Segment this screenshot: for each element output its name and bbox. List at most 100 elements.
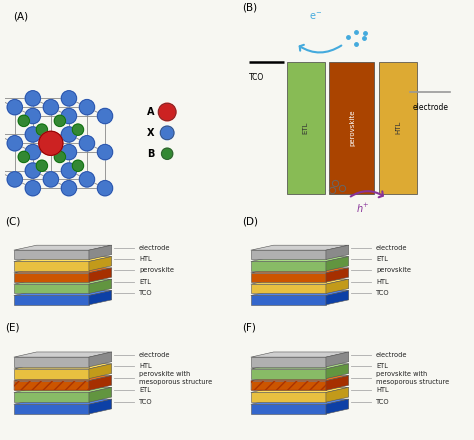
Text: TCO: TCO: [139, 290, 153, 296]
Circle shape: [43, 136, 58, 151]
Text: A: A: [147, 107, 155, 117]
Circle shape: [25, 163, 40, 178]
Polygon shape: [89, 364, 112, 379]
Polygon shape: [326, 375, 349, 390]
Polygon shape: [326, 268, 349, 282]
Text: (D): (D): [242, 216, 258, 227]
Polygon shape: [251, 352, 349, 357]
Circle shape: [61, 127, 76, 142]
Polygon shape: [14, 268, 112, 273]
Text: TCO: TCO: [139, 399, 153, 405]
Polygon shape: [326, 279, 349, 293]
Circle shape: [18, 151, 29, 162]
Polygon shape: [89, 279, 112, 293]
Polygon shape: [251, 381, 326, 390]
Circle shape: [61, 144, 76, 160]
Circle shape: [79, 136, 95, 151]
Text: ETL: ETL: [139, 387, 151, 393]
Polygon shape: [14, 279, 112, 284]
Text: perovskite: perovskite: [139, 268, 174, 273]
Text: perovskite: perovskite: [376, 268, 411, 273]
Text: perovskite with
mesoporous structure: perovskite with mesoporous structure: [139, 371, 212, 385]
Circle shape: [61, 163, 76, 178]
Circle shape: [25, 127, 40, 142]
Polygon shape: [89, 352, 112, 367]
Polygon shape: [14, 364, 112, 369]
Circle shape: [158, 103, 176, 121]
Text: $h^{+}$: $h^{+}$: [356, 202, 370, 216]
Polygon shape: [326, 387, 349, 402]
Text: electrode: electrode: [376, 245, 408, 251]
Polygon shape: [251, 369, 326, 379]
Circle shape: [73, 160, 83, 171]
Circle shape: [97, 180, 113, 196]
Polygon shape: [326, 399, 349, 414]
Text: HTL: HTL: [139, 256, 152, 262]
Circle shape: [7, 136, 22, 151]
Polygon shape: [326, 257, 349, 271]
Polygon shape: [14, 381, 89, 390]
Polygon shape: [251, 364, 349, 369]
Text: electrode: electrode: [412, 103, 448, 112]
Polygon shape: [14, 404, 89, 414]
Polygon shape: [326, 364, 349, 379]
Text: ETL: ETL: [303, 121, 309, 134]
Polygon shape: [89, 387, 112, 402]
Polygon shape: [14, 284, 89, 293]
Text: B: B: [147, 149, 155, 159]
Text: (A): (A): [13, 12, 28, 22]
Bar: [379, 62, 417, 194]
Circle shape: [36, 124, 47, 135]
Circle shape: [0, 91, 4, 106]
Text: (E): (E): [5, 323, 19, 332]
Polygon shape: [14, 290, 112, 296]
Text: (B): (B): [242, 2, 257, 12]
Polygon shape: [14, 245, 112, 250]
Polygon shape: [251, 392, 326, 402]
Polygon shape: [326, 352, 349, 367]
Polygon shape: [251, 257, 349, 261]
Text: HTL: HTL: [376, 279, 389, 285]
Polygon shape: [14, 375, 112, 381]
Circle shape: [61, 108, 76, 124]
Circle shape: [25, 108, 40, 124]
Circle shape: [61, 180, 76, 196]
Text: TCO: TCO: [376, 290, 390, 296]
Polygon shape: [251, 261, 326, 271]
Polygon shape: [14, 369, 89, 379]
Polygon shape: [326, 245, 349, 260]
Circle shape: [25, 91, 40, 106]
Polygon shape: [14, 261, 89, 271]
Circle shape: [25, 180, 40, 196]
Circle shape: [162, 148, 173, 159]
Circle shape: [79, 99, 95, 115]
Polygon shape: [89, 245, 112, 260]
Polygon shape: [89, 257, 112, 271]
Polygon shape: [14, 273, 89, 282]
Text: e$^{-}$: e$^{-}$: [309, 11, 322, 22]
Circle shape: [73, 124, 83, 135]
Circle shape: [43, 99, 58, 115]
Text: electrode: electrode: [376, 352, 408, 358]
Polygon shape: [89, 290, 112, 305]
Polygon shape: [14, 392, 89, 402]
Polygon shape: [326, 290, 349, 305]
Polygon shape: [89, 268, 112, 282]
Circle shape: [7, 99, 22, 115]
Polygon shape: [251, 387, 349, 392]
Text: HTL: HTL: [395, 121, 401, 134]
Circle shape: [0, 163, 4, 178]
Text: ETL: ETL: [376, 363, 388, 369]
Text: electrode: electrode: [139, 245, 171, 251]
Polygon shape: [251, 268, 349, 273]
Bar: [329, 62, 374, 194]
Circle shape: [79, 172, 95, 187]
Text: (C): (C): [5, 216, 20, 227]
Polygon shape: [251, 404, 326, 414]
Polygon shape: [89, 375, 112, 390]
Text: HTL: HTL: [376, 387, 389, 393]
Text: (F): (F): [242, 323, 255, 332]
Text: HTL: HTL: [139, 363, 152, 369]
Circle shape: [97, 108, 113, 124]
Circle shape: [39, 131, 63, 155]
